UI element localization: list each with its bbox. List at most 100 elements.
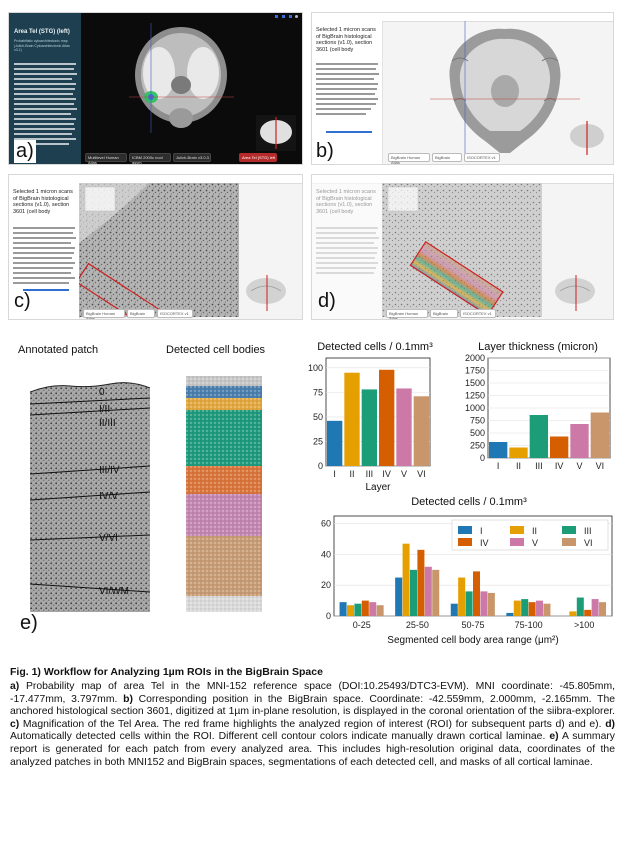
x-tick-label: VI [596,461,605,471]
explorer-screenshot-d: Selected 1 micron scans of BigBrain hist… [311,174,614,320]
region-subtitle: Probabilistic cytoarchitectonic map (Jul… [14,39,70,52]
y-tick-label: 75 [313,387,323,397]
x-tick-label: 75-100 [515,620,543,630]
bar [506,612,514,616]
explorer-screenshot-c: Selected 1 micron scans of BigBrain hist… [8,174,303,320]
3d-brain-thumbnail[interactable] [241,273,291,313]
lamina-label: 0 [99,387,105,398]
bar [487,592,495,616]
y-tick-label: 1000 [465,403,485,413]
legend-label: III [584,526,592,536]
dataset-title: Selected 1 micron scans of BigBrain hist… [13,189,73,215]
bar [599,602,607,616]
y-tick-label: 60 [321,519,331,529]
legend-swatch [562,526,576,534]
explorer-screenshot-b: Selected 1 micron scans of BigBrain hist… [311,12,614,165]
dataset-title: Selected 1 micron scans of BigBrain hist… [316,189,376,215]
y-tick-label: 500 [470,428,485,438]
opacity-slider[interactable] [326,131,372,133]
atlas-chip[interactable]: BigBrain Human Atlas [83,309,125,319]
bar [379,369,395,466]
bar [327,420,343,466]
parcellation-chip[interactable]: ISOCORTEX v1 [460,309,496,318]
legend-swatch [562,538,576,546]
lamina-label: VI/WM [99,586,129,597]
space-chip[interactable]: BigBrain [430,309,458,318]
atlas-chip[interactable]: Multilevel Human Atlas [85,153,127,164]
histology-detected[interactable] [382,183,542,317]
annotated-patch-image [30,382,151,612]
panel-label-a: a) [14,140,36,163]
chart2-title: Layer thickness (micron) [478,341,598,353]
space-chip[interactable]: BigBrain [432,153,462,162]
atlas-chip[interactable]: BigBrain Human Atlas [386,309,428,319]
x-tick-label: V [576,461,582,471]
caption-d-label: d) [605,718,615,730]
x-tick-label: 50-75 [461,620,484,630]
side-panel [312,21,383,164]
x-tick-label: I [333,469,336,479]
brain-coronal-mni[interactable] [129,23,234,133]
x-tick-label: III [366,469,374,479]
bar [528,602,536,616]
bar [346,605,354,616]
atlas-chip[interactable]: BigBrain Human Atlas [388,153,430,164]
figure-caption-body: a) Probability map of area Tel in the MN… [10,681,615,769]
annotated-patch-title: Annotated patch [18,344,99,356]
brain-coronal-bigbrain[interactable] [430,21,580,156]
bar [402,543,410,616]
bar [395,577,403,616]
space-chip[interactable]: BigBrain [127,309,155,318]
x-tick-label: 25-50 [406,620,429,630]
y-tick-label: 1750 [465,366,485,376]
bar [424,566,432,616]
y-tick-label: 1500 [465,378,485,388]
legend-label: I [480,526,483,536]
plot-frame [325,357,431,467]
bar [409,569,417,616]
parcellation-chip[interactable]: ISOCORTEX v1 [464,153,500,162]
space-chip[interactable]: ICBM 2009c nonl asym [129,153,171,164]
legend-swatch [510,538,524,546]
3d-brain-thumbnail[interactable] [256,115,296,151]
x-tick-label: >100 [574,620,594,630]
y-tick-label: 50 [313,412,323,422]
parcellation-chip[interactable]: Julich-Brain v3.0.3 [173,153,211,162]
caption-e: A summary report is generated for each p… [10,731,616,768]
y-tick-label: 25 [313,436,323,446]
x-axis-label: Segmented cell body area range (μm²) [387,635,558,646]
detected-patch-title: Detected cell bodies [166,344,266,356]
y-tick-label: 20 [321,580,331,590]
bar [413,396,429,466]
caption-a: Probability map of area Tel in the MNI-1… [10,681,615,705]
chart1-title: Detected cells / 0.1mm³ [317,341,433,353]
y-tick-label: 100 [308,363,323,373]
lamina-label: IV/V [99,491,118,502]
bar [489,442,508,458]
histology-magnified[interactable] [79,183,239,317]
y-tick-label: 0 [480,453,485,463]
3d-brain-thumbnail[interactable] [550,273,600,313]
lamina-label: I/II [99,404,111,415]
opacity-slider[interactable] [23,289,69,291]
bar [354,603,362,616]
bar [590,412,609,458]
legend-label: VI [584,538,593,548]
bar [569,611,577,616]
chart3-size-distribution: 0 20 40 60 0-25 25-50 50-75 75-100 >100 Segmented… [321,515,613,646]
bar [450,603,458,616]
3d-brain-thumbnail[interactable] [566,119,608,157]
toolbar-icons[interactable] [275,15,299,19]
region-chip[interactable]: Area Tel (STG) left [239,153,277,162]
parcellation-chip[interactable]: ISOCORTEX v1 [157,309,193,318]
legend-box [451,519,609,551]
bar [361,600,369,616]
bar [576,597,584,616]
caption-c-label: c) [10,718,20,730]
bar [529,415,548,458]
bar [369,602,377,616]
bar [432,569,440,616]
bar [570,424,589,458]
x-tick-label: III [535,461,543,471]
bar [396,388,412,466]
